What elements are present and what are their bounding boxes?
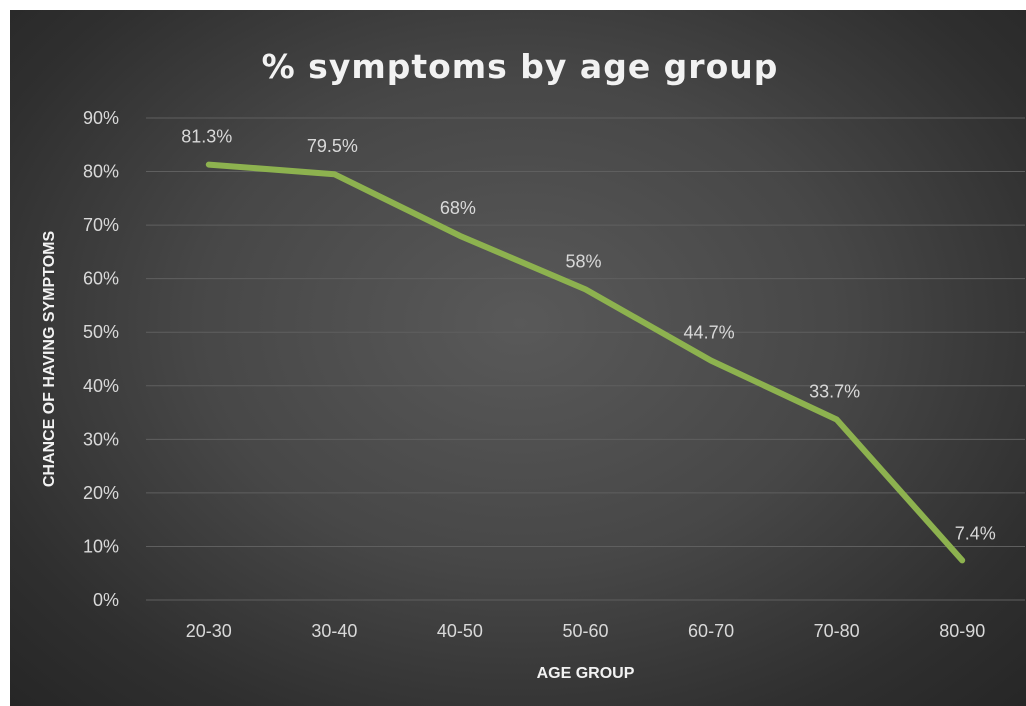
data-label: 68% [440,198,476,218]
y-tick-label: 40% [83,376,119,396]
y-tick-label: 70% [83,215,119,235]
x-axis-title: AGE GROUP [537,665,635,682]
x-tick-label: 80-90 [939,621,985,641]
x-tick-label: 60-70 [688,621,734,641]
y-tick-label: 20% [83,483,119,503]
y-tick-label: 90% [83,108,119,128]
y-tick-label: 30% [83,429,119,449]
x-tick-label: 40-50 [437,621,483,641]
data-label: 33.7% [809,382,860,402]
data-label: 44.7% [684,323,735,343]
data-label: 7.4% [955,523,996,543]
chart-title: % symptoms by age group [261,47,779,86]
y-tick-label: 50% [83,322,119,342]
x-tick-label: 50-60 [562,621,608,641]
y-tick-label: 80% [83,162,119,182]
data-label: 79.5% [307,136,358,156]
chart-area: % symptoms by age group 0% 10% 20% 30% 40% 50… [10,10,1026,706]
series-line [205,161,966,564]
x-tick-label: 20-30 [186,621,232,641]
y-tick-label: 0% [93,590,119,610]
plot-area: 0% 10% 20% 30% 40% 50% 60% 70% 80% 90% 20-30 30-40 4… [41,108,1025,682]
x-tick-label: 30-40 [311,621,357,641]
y-axis-title: CHANCE OF HAVING SYMPTOMS [41,231,58,488]
y-tick-label: 60% [83,269,119,289]
y-tick-label: 10% [83,536,119,556]
x-tick-label: 70-80 [814,621,860,641]
data-label: 58% [565,251,601,271]
data-label: 81.3% [181,127,232,147]
